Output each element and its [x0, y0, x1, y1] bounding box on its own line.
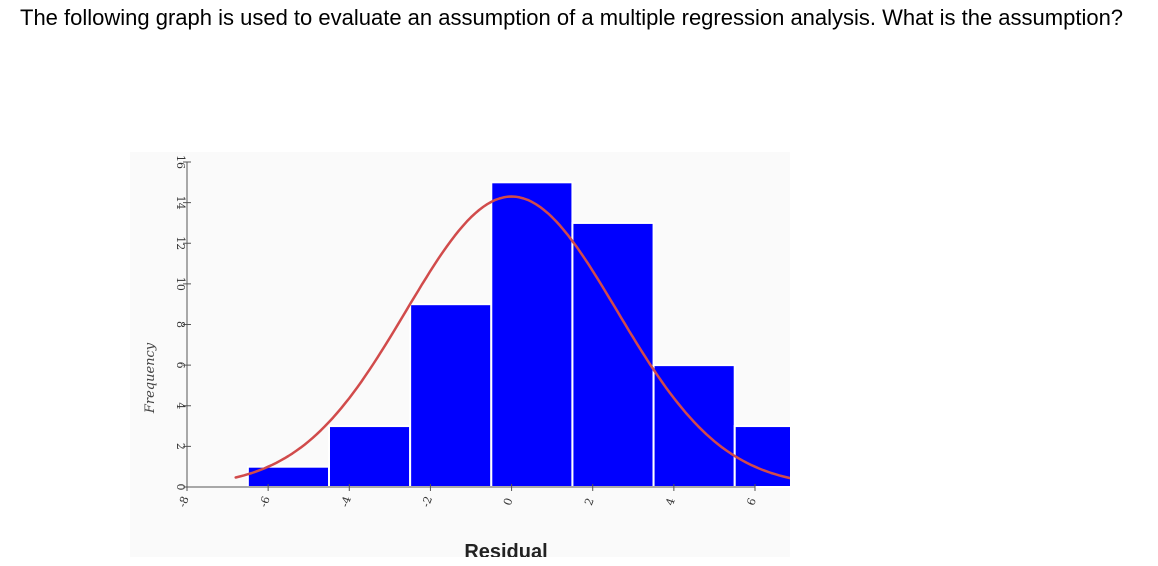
y-tick-label: 0	[174, 484, 187, 491]
y-tick-label: 16	[174, 155, 187, 169]
curve-layer	[234, 195, 830, 486]
x-tick-label: 0	[501, 496, 516, 507]
y-tick-label: 8	[174, 321, 187, 328]
y-tick-label: 4	[174, 402, 187, 409]
histogram-bar-2	[328, 425, 412, 488]
y-tick-label: 14	[174, 196, 187, 210]
y-tick-label: 2	[174, 443, 187, 450]
x-tick-label: 2	[582, 496, 597, 507]
y-tick-label: 6	[174, 362, 187, 369]
y-axis-title: Frequency	[143, 342, 158, 414]
histogram-bar-4	[490, 181, 574, 488]
histogram-chart: 0 2 4 6 8 10 12 14 16 -8 -6 -4 -2 0 2 4 6 Frequency Resi…	[143, 155, 830, 563]
x-tick-label: -4	[338, 495, 354, 510]
x-axis-title: Residual	[464, 541, 547, 557]
y-tick-label: 12	[174, 236, 187, 250]
axes-layer: 0 2 4 6 8 10 12 14 16 -8 -6 -4 -2 0 2 4 6	[174, 155, 759, 509]
x-tick-label: 4	[663, 496, 678, 507]
normal-curve-line	[234, 195, 830, 486]
x-tick-label: 6	[744, 496, 759, 507]
histogram-bar-6	[652, 364, 736, 488]
x-tick-label: -6	[257, 495, 273, 510]
histogram-bar-3	[409, 303, 493, 488]
histogram-bar-7	[733, 425, 817, 488]
y-tick-label: 10	[174, 277, 187, 291]
bars-layer	[246, 181, 817, 488]
histogram-bar-5	[571, 221, 655, 488]
x-tick-label: -2	[419, 495, 435, 510]
residual-histogram-figure: 0 2 4 6 8 10 12 14 16 -8 -6 -4 -2 0 2 4 6 Frequency Resi…	[130, 152, 830, 563]
question-text: The following graph is used to evaluate …	[20, 5, 1124, 30]
x-tick-label: -8	[176, 495, 192, 510]
